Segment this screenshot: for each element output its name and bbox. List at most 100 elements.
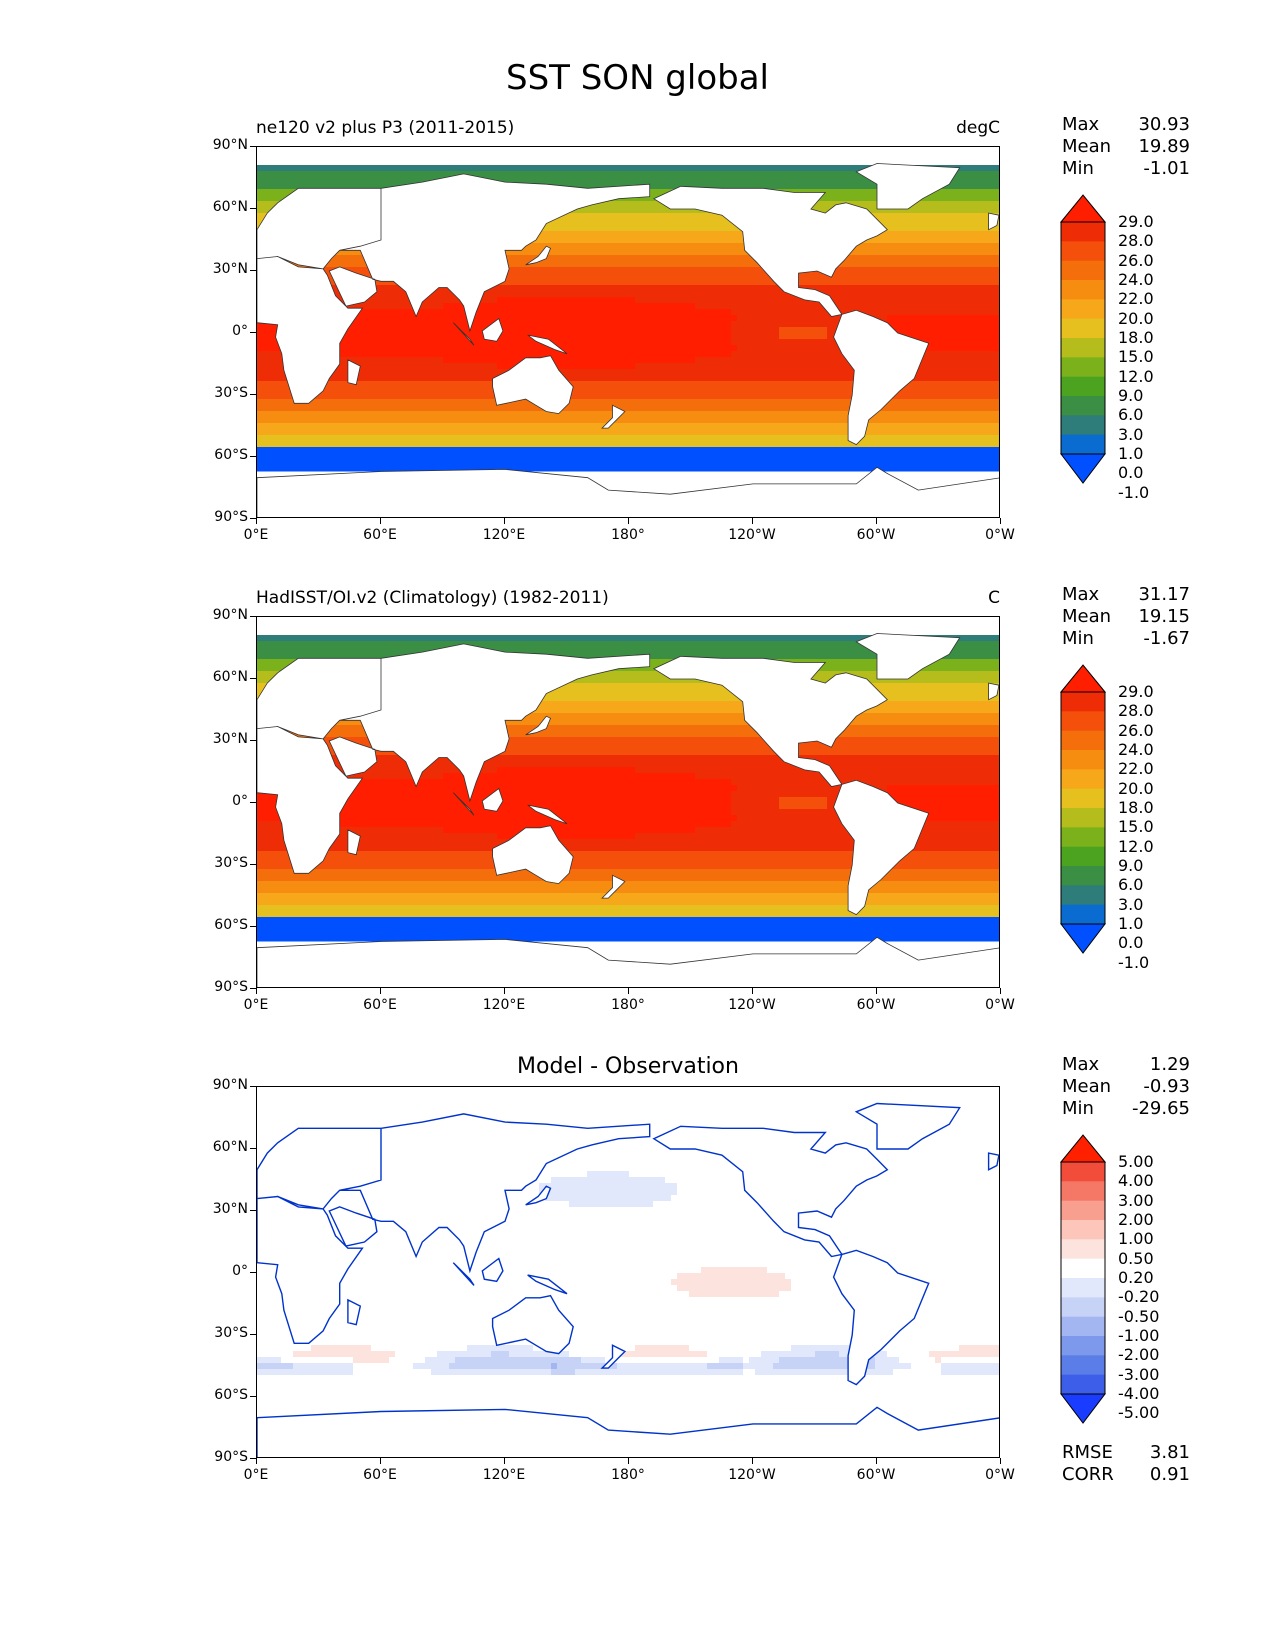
colorbar-segment — [1061, 808, 1105, 828]
map-difference — [256, 1086, 1000, 1458]
lon-tick-label: 120°E — [482, 1467, 526, 1483]
lon-tick-label: 0°W — [985, 1467, 1015, 1483]
lon-tick — [380, 518, 381, 524]
lon-tick-label: 180° — [611, 997, 645, 1013]
colorbar-segment — [1061, 1200, 1105, 1221]
stat-row: Max 30.93 — [1062, 114, 1190, 136]
lat-tick-label: 90°N — [212, 1077, 248, 1093]
stat-value: -1.67 — [1143, 628, 1190, 649]
lat-tick-label: 90°S — [214, 509, 248, 525]
colorbar-extend-min — [1059, 453, 1107, 484]
panel-observation-title: HadISST/OI.v2 (Climatology) (1982-2011) — [256, 588, 609, 608]
panel-model-units: degC — [956, 118, 1000, 138]
colorbar-label: 5.00 — [1118, 1152, 1154, 1171]
lon-tick-label: 60°E — [363, 1467, 397, 1483]
lon-tick — [380, 1458, 381, 1464]
lon-tick-label: 120°E — [482, 527, 526, 543]
colorbar-segment — [1061, 788, 1105, 809]
stat-value: 19.89 — [1138, 136, 1190, 157]
lon-tick-label: 120°W — [728, 527, 776, 543]
colorbar-segment — [1061, 357, 1105, 378]
colorbar-label: 29.0 — [1118, 212, 1154, 231]
lon-tick — [256, 1458, 257, 1464]
colorbar-label: 1.0 — [1118, 444, 1144, 463]
lat-tick-label: 30°N — [212, 1201, 248, 1217]
colorbar-segment — [1061, 318, 1105, 339]
colorbar-label: 9.0 — [1118, 386, 1144, 405]
panel-observation-units: C — [988, 588, 1000, 608]
lon-tick-label: 0°E — [243, 527, 269, 543]
panel-observation-stats: Max 31.17 Mean 19.15 Min -1.67 — [1062, 584, 1190, 650]
lat-tick-label: 30°S — [214, 855, 248, 871]
lon-tick — [628, 518, 629, 524]
colorbar-extend-max — [1059, 1134, 1107, 1163]
coastline — [257, 1102, 999, 1457]
colorbar-segment — [1061, 827, 1105, 848]
lon-tick-label: 0°E — [243, 1467, 269, 1483]
lon-tick — [1000, 988, 1001, 994]
lat-tick-label: 90°N — [212, 607, 248, 623]
colorbar-segment — [1061, 338, 1105, 358]
colorbar-segment — [1061, 885, 1105, 906]
colorbar-segment — [1061, 1258, 1105, 1279]
panel-model-stats: Max 30.93 Mean 19.89 Min -1.01 — [1062, 114, 1190, 180]
colorbar-observation: 29.0 28.0 26.0 24.0 22.0 20.0 18.0 15.0 12.0 9.0 6… — [1059, 664, 1154, 970]
stat-key: Max — [1062, 1054, 1100, 1075]
colorbar-difference: 5.00 4.00 3.00 2.00 1.00 0.50 0.20 -0.20 -0.50 -1… — [1059, 1134, 1159, 1428]
lon-tick — [1000, 1458, 1001, 1464]
panel-difference-stats: Max 1.29 Mean -0.93 Min -29.65 — [1062, 1054, 1190, 1120]
colorbar-segment — [1061, 222, 1105, 242]
lon-tick-label: 180° — [611, 527, 645, 543]
lon-tick — [256, 988, 257, 994]
colorbar-segment — [1061, 241, 1105, 262]
lat-tick — [250, 270, 256, 271]
lon-tick — [752, 1458, 753, 1464]
lat-tick — [250, 146, 256, 147]
lat-tick-label: 0° — [232, 323, 248, 339]
colorbar-extend-max — [1059, 194, 1107, 223]
lat-tick — [250, 616, 256, 617]
colorbar-label: 2.00 — [1118, 1210, 1154, 1229]
lon-tick — [504, 1458, 505, 1464]
stat-row: CORR 0.91 — [1062, 1464, 1190, 1486]
lat-tick — [250, 1334, 256, 1335]
panel-observation: HadISST/OI.v2 (Climatology) (1982-2011) … — [0, 584, 1275, 1028]
colorbar-label: -1.0 — [1118, 952, 1150, 972]
stat-value: 30.93 — [1138, 114, 1190, 135]
stat-row: Mean 19.15 — [1062, 606, 1190, 628]
lat-tick-label: 30°N — [212, 731, 248, 747]
colorbar-segment — [1061, 415, 1105, 436]
lon-tick — [380, 988, 381, 994]
lon-tick-label: 60°W — [856, 997, 896, 1013]
lon-tick-label: 120°W — [728, 1467, 776, 1483]
colorbar-segment — [1061, 1239, 1105, 1260]
lat-tick-label: 90°S — [214, 979, 248, 995]
lat-tick — [250, 1086, 256, 1087]
colorbar-segment — [1061, 1297, 1105, 1318]
colorbar-svg — [1059, 1134, 1107, 1424]
lat-tick-label: 0° — [232, 1263, 248, 1279]
lat-tick — [250, 332, 256, 333]
lon-tick-label: 60°W — [856, 527, 896, 543]
map-observation — [256, 616, 1000, 988]
lon-tick-label: 60°W — [856, 1467, 896, 1483]
colorbar-segment — [1061, 904, 1105, 925]
colorbar-label: 3.0 — [1118, 894, 1144, 914]
colorbar-label: -0.20 — [1118, 1287, 1160, 1307]
stat-key: CORR — [1062, 1464, 1114, 1485]
colorbar-label: 3.0 — [1118, 424, 1144, 444]
colorbar-segment — [1061, 396, 1105, 416]
lon-tick-label: 120°W — [728, 997, 776, 1013]
colorbar-segment — [1061, 750, 1105, 770]
map-canvas — [257, 633, 999, 987]
map-canvas — [257, 1102, 999, 1457]
lon-tick — [876, 1458, 877, 1464]
stat-key: Mean — [1062, 606, 1112, 627]
lon-tick — [628, 988, 629, 994]
lat-tick-label: 30°S — [214, 385, 248, 401]
lat-tick — [250, 802, 256, 803]
lat-tick — [250, 394, 256, 395]
lon-tick-label: 0°W — [985, 997, 1015, 1013]
colorbar-segment — [1061, 692, 1105, 712]
stat-row: Min -29.65 — [1062, 1098, 1190, 1120]
